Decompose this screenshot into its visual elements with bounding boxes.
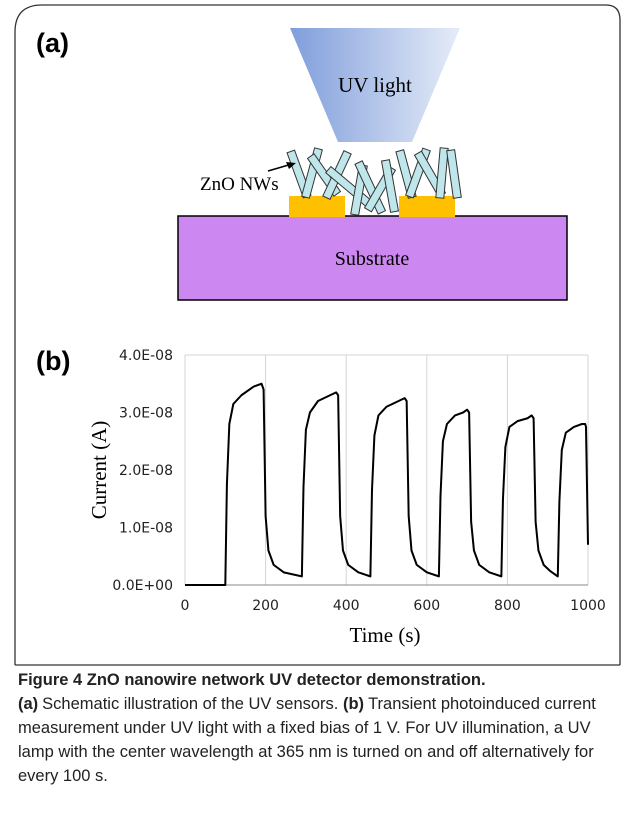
caption-title: Figure 4 ZnO nanowire network UV detecto… — [18, 671, 486, 689]
uv-light-label: UV light — [338, 73, 412, 97]
x-tick-label: 800 — [494, 598, 521, 614]
figure-frame — [15, 5, 620, 665]
y-tick-label: 0.0E+00 — [112, 578, 173, 594]
nanowire-label: ZnO NWs — [200, 174, 279, 195]
figure: (a) UV light Substrate ZnO NWs (b) Time … — [0, 0, 625, 666]
data-line — [185, 384, 588, 585]
caption-part-label: (a) — [18, 695, 38, 713]
y-tick-label: 2.0E-08 — [119, 463, 173, 479]
electrode — [289, 196, 345, 217]
panel-label: (a) — [36, 28, 69, 58]
x-tick-label: 0 — [181, 598, 190, 614]
caption-part-label: (b) — [343, 695, 364, 713]
y-axis-label: Current (A) — [87, 421, 111, 520]
page: {"figure": { "panel_a": {"label": "(a)",… — [0, 0, 625, 826]
x-tick-label: 600 — [413, 598, 440, 614]
y-tick-label: 4.0E-08 — [119, 348, 173, 364]
caption: Figure 4 ZnO nanowire network UV detecto… — [18, 668, 618, 788]
substrate-label: Substrate — [335, 248, 410, 270]
y-tick-label: 1.0E-08 — [119, 521, 173, 537]
caption-part-text: Schematic illustration of the UV sensors… — [42, 695, 338, 713]
x-tick-label: 400 — [333, 598, 360, 614]
x-tick-label: 1000 — [570, 598, 606, 614]
electrode — [399, 196, 455, 217]
plot: 0 200 400 600 800 1000 0.0E+00 1.0E-08 2.0E-08 3.… — [112, 348, 605, 614]
x-tick-label: 200 — [252, 598, 279, 614]
panel-label: (b) — [36, 346, 70, 376]
y-tick-label: 3.0E-08 — [119, 406, 173, 422]
x-axis-label: Time (s) — [350, 623, 421, 647]
